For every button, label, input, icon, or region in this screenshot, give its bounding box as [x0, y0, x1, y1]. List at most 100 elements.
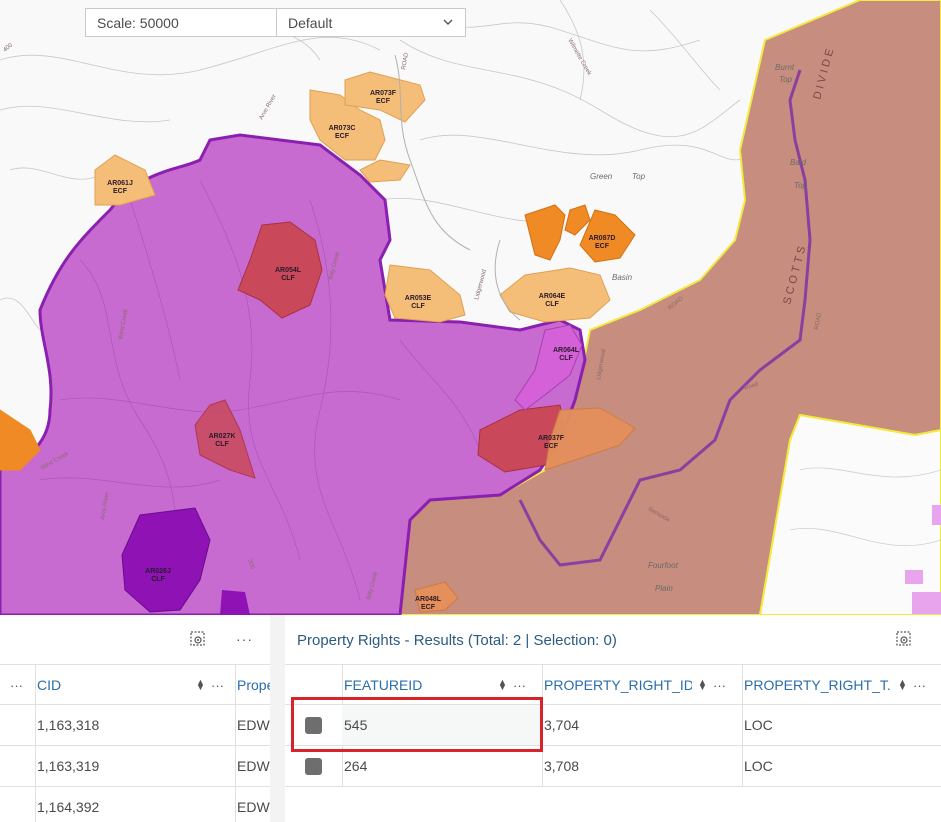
road-label: Arve River [259, 94, 278, 121]
column-header-cid[interactable]: CID [37, 676, 62, 693]
panel-splitter[interactable] [270, 615, 285, 822]
scale-label: Scale: 50000 [97, 14, 179, 31]
place-label: Top [779, 75, 793, 84]
cell-property: EDW [237, 799, 270, 815]
column-header-property[interactable]: Prope [237, 676, 270, 693]
parcel-label: ECF [595, 243, 610, 250]
parcel-label: AR048L [415, 596, 442, 603]
parcel-label: ECF [113, 188, 128, 195]
parcel-label: CLF [281, 275, 295, 282]
road-label: ROAD [401, 52, 410, 71]
road-label: 400 [2, 42, 14, 53]
cell-cid: 1,163,319 [37, 758, 100, 774]
table-options-icon[interactable] [189, 630, 207, 648]
row-select-checkbox[interactable] [305, 717, 322, 734]
cell-property-right-id: 3,704 [544, 717, 580, 733]
place-label: Fourfoot [648, 561, 679, 570]
column-menu-icon[interactable]: ··· [10, 678, 23, 693]
column-header-property-right-id[interactable]: PROPERTY_RIGHT_ID [544, 676, 692, 693]
sort-icon[interactable]: ▲ ▼ [498, 677, 507, 692]
parcel-label: CLF [411, 303, 425, 310]
map-view[interactable]: AR073F ECF AR073C ECF AR061J ECF AR054L CLF AR08… [0, 0, 941, 615]
road-label: Billy Creek [366, 570, 379, 600]
road-label: Billy Creek [328, 250, 341, 280]
parcel-label: AR087D [589, 235, 616, 242]
road-label: West Creek [118, 308, 130, 341]
table-row[interactable]: 1,164,392 EDW [0, 787, 270, 822]
parcel-label: AR073F [370, 90, 397, 97]
place-label: Top [632, 172, 646, 181]
place-label: Basin [612, 273, 633, 282]
parcel-label: AR027K [209, 433, 236, 440]
cell-property-right-type: LOC [744, 717, 773, 733]
place-label: Baid [790, 158, 807, 167]
table-row[interactable]: 1,163,319 EDW [0, 746, 270, 787]
road-label: ROAD [667, 295, 685, 311]
cell-property-right-id: 3,708 [544, 758, 580, 774]
map-labels: AR073FECFAR073CECFAR061JECFAR054LCLFAR08… [2, 38, 837, 611]
more-options-icon[interactable]: ··· [236, 631, 253, 647]
left-results-panel: ··· ··· CID ▲▼ ··· Prope 1,163,318 EDW 1… [0, 615, 270, 822]
table-header: FEATUREID ▲ ▼ ··· PROPERTY_RIGHT_ID ▲ ▼ ··… [285, 664, 941, 705]
road-label: West Creek [40, 450, 71, 471]
cell-featureid[interactable]: 545 [342, 705, 542, 745]
column-menu-icon[interactable]: ··· [713, 678, 726, 693]
road-label: 300 [246, 559, 255, 571]
column-menu-icon[interactable]: ··· [913, 678, 926, 693]
parcel-label: AR061J [107, 180, 133, 187]
style-dropdown[interactable]: Default [276, 8, 466, 37]
divide-label-divide: DIVIDE [811, 45, 837, 101]
place-label: Plain [655, 584, 673, 593]
cell-property: EDW [237, 758, 270, 774]
scale-combo[interactable]: Scale: 50000 [85, 8, 277, 37]
panel-title: Property Rights - Results (Total: 2 | Se… [297, 632, 617, 649]
row-select-checkbox[interactable] [305, 758, 322, 775]
parcel-label: ECF [544, 443, 559, 450]
place-label: Top [794, 181, 808, 190]
parcel-label: AR026J [145, 568, 171, 575]
parcel-label: CLF [559, 355, 573, 362]
parcel-label: AR064L [553, 347, 580, 354]
cell-cid: 1,163,318 [37, 717, 100, 733]
cell-property: EDW [237, 717, 270, 733]
parcel-label: CLF [545, 301, 559, 308]
table-row[interactable]: 1,163,318 EDW [0, 705, 270, 746]
road-label: Lidgerwood [474, 269, 488, 301]
table-header: ··· CID ▲▼ ··· Prope [0, 664, 270, 705]
divide-label-scotts: SCOTTS [781, 242, 809, 306]
cell-property-right-type: LOC [744, 758, 773, 774]
column-menu-icon[interactable]: ··· [211, 678, 224, 693]
road-label: ROAD [814, 312, 823, 331]
place-label: Burnt [775, 63, 795, 72]
column-header-featureid[interactable]: FEATUREID [344, 676, 423, 693]
table-row[interactable]: 264 3,708 LOC [285, 746, 941, 787]
parcel-label: AR054L [275, 267, 302, 274]
cell-featureid[interactable]: 264 [344, 758, 368, 774]
table-options-icon[interactable] [895, 630, 913, 648]
results-panels: ··· ··· CID ▲▼ ··· Prope 1,163,318 EDW 1… [0, 615, 941, 822]
column-menu-icon[interactable]: ··· [513, 678, 526, 693]
road-label: Wilmette Creek [566, 38, 592, 77]
cell-cid: 1,164,392 [37, 799, 100, 815]
road-label: Lidgerwood [596, 349, 607, 381]
parcel-label: CLF [151, 576, 165, 583]
parcel-label: ECF [335, 133, 350, 140]
parcel-label: ECF [421, 604, 436, 611]
chevron-down-icon [443, 19, 453, 25]
parcel-label: CLF [215, 441, 229, 448]
parcel-label: AR073C [329, 125, 356, 132]
road-label: Road [744, 381, 760, 392]
parcel-label: AR064E [539, 293, 566, 300]
road-label: Arve River [100, 492, 111, 521]
property-rights-panel: Property Rights - Results (Total: 2 | Se… [285, 615, 941, 822]
parcel-label: AR053E [405, 295, 432, 302]
place-label: Green [590, 172, 613, 181]
sort-icon[interactable]: ▲ ▼ [898, 677, 907, 692]
parcel-label: AR037F [538, 435, 565, 442]
table-row[interactable]: 545 3,704 LOC [285, 705, 941, 746]
column-header-property-right-type[interactable]: PROPERTY_RIGHT_T... [744, 676, 892, 693]
sort-icon[interactable]: ▲ ▼ [698, 677, 707, 692]
road-label: Bensoda [647, 507, 671, 524]
sort-icon[interactable]: ▲ ▼ [196, 677, 205, 692]
style-value: Default [288, 14, 333, 31]
